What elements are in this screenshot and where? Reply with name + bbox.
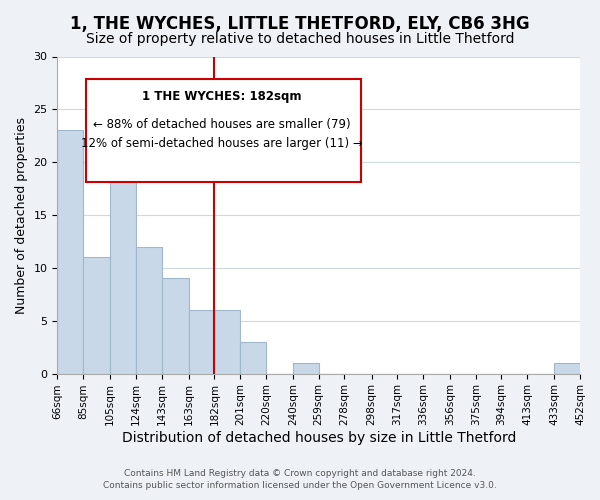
Text: Size of property relative to detached houses in Little Thetford: Size of property relative to detached ho… <box>86 32 514 46</box>
Bar <box>83 258 110 374</box>
Text: 1, THE WYCHES, LITTLE THETFORD, ELY, CB6 3HG: 1, THE WYCHES, LITTLE THETFORD, ELY, CB6… <box>70 15 530 33</box>
Bar <box>293 363 319 374</box>
Bar <box>214 310 240 374</box>
Bar <box>189 310 214 374</box>
Bar <box>110 173 136 374</box>
Text: 1 THE WYCHES: 182sqm: 1 THE WYCHES: 182sqm <box>142 90 302 103</box>
Bar <box>554 363 580 374</box>
Bar <box>161 278 189 374</box>
Bar <box>240 342 266 374</box>
Bar <box>136 247 161 374</box>
Y-axis label: Number of detached properties: Number of detached properties <box>15 116 28 314</box>
Bar <box>58 130 83 374</box>
X-axis label: Distribution of detached houses by size in Little Thetford: Distribution of detached houses by size … <box>122 431 516 445</box>
Text: ← 88% of detached houses are smaller (79)
12% of semi-detached houses are larger: ← 88% of detached houses are smaller (79… <box>81 118 363 150</box>
FancyBboxPatch shape <box>86 78 361 182</box>
Text: Contains HM Land Registry data © Crown copyright and database right 2024.
Contai: Contains HM Land Registry data © Crown c… <box>103 468 497 490</box>
